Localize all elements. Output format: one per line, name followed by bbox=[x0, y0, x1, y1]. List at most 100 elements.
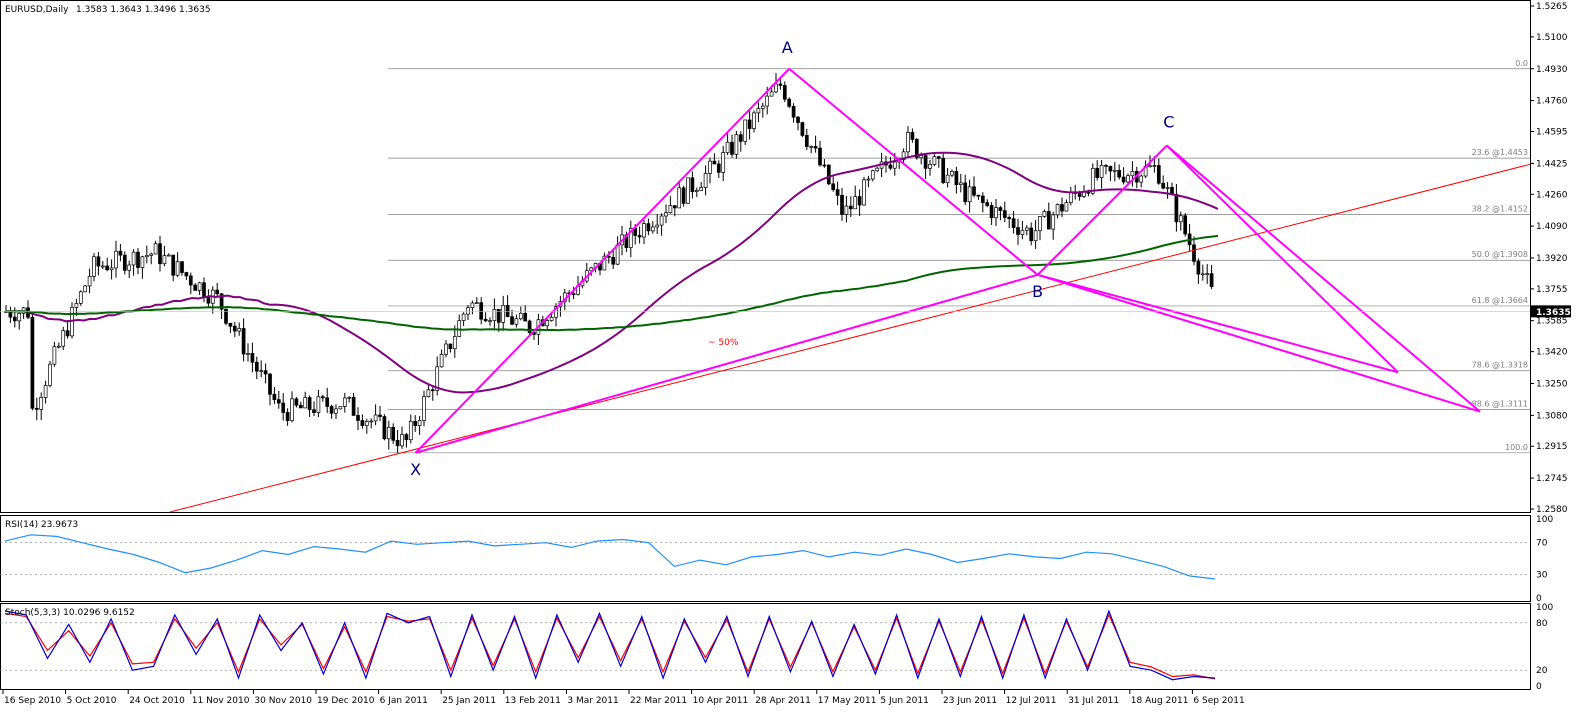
candle-body bbox=[404, 434, 409, 441]
candle-body bbox=[611, 256, 616, 265]
candle-body bbox=[677, 187, 682, 209]
candle-body bbox=[1016, 227, 1020, 235]
candle-body bbox=[602, 255, 607, 271]
fib-level-label: 50.0 @1.3908 bbox=[1472, 250, 1528, 259]
candle-body bbox=[844, 205, 849, 215]
candle-body bbox=[554, 306, 558, 318]
candle-body bbox=[888, 164, 893, 169]
candle-body bbox=[268, 373, 272, 395]
candle-body bbox=[78, 291, 83, 304]
time-tick-label: 25 Jan 2011 bbox=[442, 696, 496, 706]
candle-body bbox=[870, 170, 875, 180]
candle-body bbox=[906, 132, 910, 153]
candle-body bbox=[1090, 167, 1095, 194]
candle-body bbox=[184, 272, 189, 277]
candle-body bbox=[664, 212, 668, 217]
candle-body bbox=[505, 305, 510, 318]
candle-body bbox=[694, 190, 699, 192]
last-price-box bbox=[1531, 305, 1571, 318]
candle-body bbox=[259, 370, 264, 373]
candle-body bbox=[910, 132, 915, 140]
candle-body bbox=[215, 289, 220, 295]
candle-body bbox=[320, 396, 325, 399]
price-panel[interactable] bbox=[0, 0, 1531, 513]
price-tick-label: 1.3755 bbox=[1536, 285, 1568, 295]
candle-body bbox=[474, 302, 479, 305]
rsi-tick-label: 100 bbox=[1536, 515, 1553, 525]
candle-body bbox=[1064, 202, 1069, 212]
candle-body bbox=[307, 397, 312, 411]
candle-body bbox=[448, 343, 453, 349]
candle-body bbox=[1126, 175, 1130, 183]
candle-body bbox=[796, 116, 800, 123]
stochastic-panel[interactable] bbox=[0, 603, 1531, 690]
candle-body bbox=[1139, 175, 1144, 183]
candle-body bbox=[294, 398, 299, 406]
candle-body bbox=[1209, 273, 1214, 287]
stoch-main-line bbox=[4, 609, 1216, 681]
candle-body bbox=[466, 307, 470, 315]
candle-body bbox=[1095, 167, 1100, 178]
candle-body bbox=[342, 397, 347, 407]
candle-body bbox=[30, 316, 35, 409]
candle-body bbox=[1112, 169, 1117, 172]
time-tick-label: 18 Aug 2011 bbox=[1131, 696, 1189, 706]
candle-body bbox=[422, 396, 426, 421]
stoch-title: Stoch(5,3,3) 10.0296 9.6152 bbox=[5, 608, 135, 618]
candle-body bbox=[276, 399, 281, 404]
candle-body bbox=[725, 141, 730, 153]
candle-body bbox=[655, 224, 660, 228]
candle-body bbox=[765, 95, 770, 107]
candle-body bbox=[426, 389, 431, 398]
candle-body bbox=[263, 370, 268, 375]
candle-body bbox=[932, 156, 937, 165]
candle-body bbox=[435, 366, 440, 391]
candle-body bbox=[131, 251, 136, 266]
candle-body bbox=[470, 302, 475, 309]
candle-body bbox=[140, 256, 145, 268]
candle-body bbox=[813, 146, 818, 149]
pattern-leg-bd2 bbox=[1037, 273, 1481, 413]
price-tick-label: 1.5265 bbox=[1536, 2, 1568, 12]
moving-averages bbox=[6, 151, 1219, 394]
candle-body bbox=[1196, 260, 1201, 275]
last-price-label: 1.3635 bbox=[1536, 308, 1571, 318]
pattern-leg-xa bbox=[414, 68, 790, 454]
candle-body bbox=[96, 256, 101, 267]
candle-body bbox=[382, 416, 387, 440]
fibonacci-levels: 0.0 23.6 @1.4453 38.2 @1.4152 50.0 @1.3908 6… bbox=[388, 59, 1530, 454]
candle-body bbox=[1192, 244, 1196, 262]
candle-body bbox=[127, 264, 132, 271]
candle-body bbox=[430, 389, 435, 392]
stoch-tick-label: 20 bbox=[1536, 666, 1548, 676]
price-tick-label: 1.3920 bbox=[1536, 254, 1568, 264]
fib-level-label: 78.6 @1.3318 bbox=[1472, 361, 1528, 370]
time-tick-label: 17 May 2011 bbox=[818, 696, 877, 706]
candle-body bbox=[373, 414, 378, 422]
candle-body bbox=[501, 305, 506, 323]
candle-body bbox=[514, 318, 519, 325]
red-trendline bbox=[169, 163, 1531, 513]
candle-body bbox=[114, 250, 118, 269]
candle-body bbox=[545, 320, 550, 327]
candle-body bbox=[760, 105, 765, 109]
candle-body bbox=[1051, 214, 1056, 230]
time-tick-label: 31 Jul 2011 bbox=[1068, 696, 1119, 706]
candle-body bbox=[774, 83, 778, 93]
candle-body bbox=[408, 421, 413, 441]
candle-body bbox=[831, 183, 836, 190]
rsi-tick-label: 70 bbox=[1536, 539, 1548, 549]
candle-body bbox=[782, 85, 787, 100]
candle-body bbox=[162, 255, 167, 265]
candle-body bbox=[730, 141, 734, 155]
candle-body bbox=[738, 134, 743, 142]
candle-body bbox=[716, 163, 721, 173]
candle-body bbox=[518, 312, 523, 320]
candle-body bbox=[549, 316, 554, 321]
price-tick-label: 1.3585 bbox=[1536, 317, 1568, 327]
time-tick-label: 5 Oct 2010 bbox=[67, 696, 117, 706]
candle-body bbox=[52, 346, 57, 365]
rsi-panel[interactable] bbox=[0, 515, 1531, 602]
candle-body bbox=[1099, 164, 1104, 178]
